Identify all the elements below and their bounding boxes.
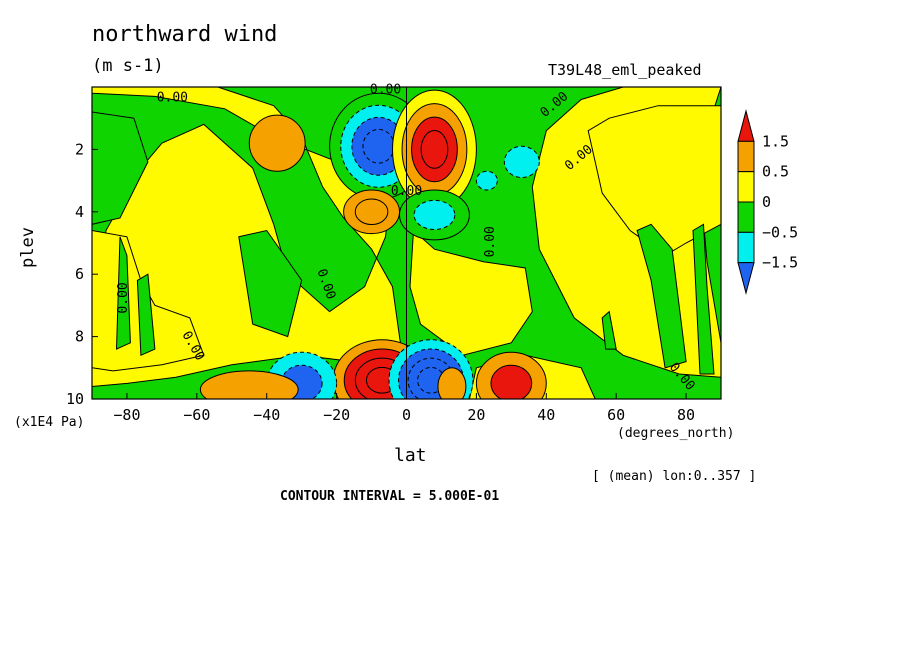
blob-2-level-4 (420, 130, 449, 169)
region-green-6 (601, 310, 617, 350)
contour-label: 0.00 (391, 184, 422, 199)
blob-9-level-1 (199, 370, 299, 399)
colorbar-label: −1.5 (762, 254, 798, 272)
x-axis-unit: (degrees_north) (617, 426, 735, 441)
contour-label: 0.00 (483, 226, 498, 257)
y-tick-label: 4 (75, 203, 84, 221)
region-green-1 (92, 111, 149, 225)
experiment-label: T39L48_eml_peaked (548, 61, 702, 79)
x-tick-label: 40 (537, 406, 555, 424)
x-tick-label: −40 (253, 406, 280, 424)
colorbar-swatch (737, 231, 755, 264)
mean-note: [ (mean) lon:0..357 ] (592, 469, 757, 484)
x-tick-label: 60 (607, 406, 625, 424)
colorbar-swatch (737, 262, 755, 295)
blob-10-level-1 (248, 114, 306, 172)
x-axis-label: lat (394, 445, 427, 466)
blob-1-level-4 (362, 128, 395, 164)
colorbar-swatch (737, 171, 755, 203)
contour-interval: CONTOUR INTERVAL = 5.000E-01 (280, 489, 500, 504)
chart-title: northward wind (92, 22, 278, 47)
region-green-5 (636, 223, 687, 369)
region-green-2 (115, 236, 131, 350)
blob-8-level-2 (490, 364, 533, 399)
y-axis: 2 4 6 8 10 (66, 140, 98, 408)
y-axis-unit: (x1E4 Pa) (14, 415, 85, 430)
x-tick-label: 20 (467, 406, 485, 424)
colorbar-label: 1.5 (762, 132, 789, 150)
colorbar-swatch (737, 109, 755, 142)
colorbar-swatch (737, 201, 755, 233)
x-tick-label: −20 (323, 406, 350, 424)
colorbar-label: −0.5 (762, 223, 798, 241)
region-yellow-3 (409, 229, 533, 356)
x-tick-label: 0 (402, 406, 411, 424)
contour-label: 0.00 (370, 83, 401, 98)
y-tick-label: 10 (66, 390, 84, 408)
colorbar-label: 0.5 (762, 163, 789, 181)
y-tick-label: 8 (75, 328, 84, 346)
blob-11-level-1 (437, 367, 467, 399)
region-green-7 (692, 223, 715, 375)
x-tick-label: 80 (677, 406, 695, 424)
y-tick-label: 6 (75, 265, 84, 283)
x-tick-label: −80 (113, 406, 140, 424)
chart-units: (m s-1) (92, 56, 164, 76)
blob-3-level-2 (354, 198, 389, 226)
region-green-4 (238, 229, 303, 338)
blob-4-level-2 (413, 199, 456, 230)
colorbar-swatch (737, 140, 755, 173)
x-axis: −80 −60 −40 −20 0 20 40 60 80 (113, 393, 695, 424)
y-tick-label: 2 (75, 140, 84, 158)
colorbar: 1.5 0.5 0 −0.5 −1.5 (737, 109, 798, 295)
region-green-3 (136, 273, 156, 357)
x-tick-label: −60 (183, 406, 210, 424)
contour-label: 0.00 (157, 90, 188, 105)
contour-label: 0.00 (116, 282, 131, 313)
colorbar-label: 0 (762, 193, 771, 211)
blob-13-level-1 (475, 170, 498, 191)
blob-12-level-1 (503, 145, 540, 178)
